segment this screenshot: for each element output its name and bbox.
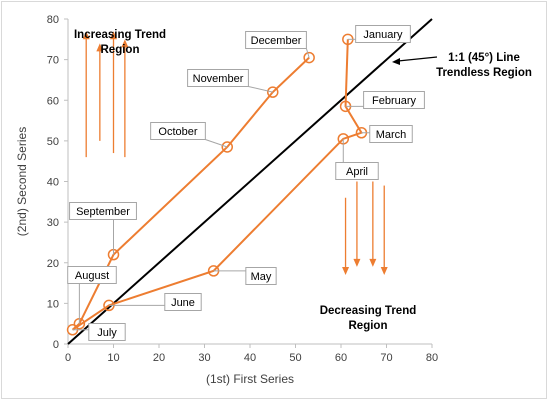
y-tick-label: 60 [47,95,59,107]
increasing-trend-line: Increasing Trend [74,29,166,41]
increasing-trend-line: Region [101,44,140,56]
point-label-april: April [346,166,368,178]
point-label-may: May [251,271,272,283]
x-tick-label: 50 [289,352,301,364]
trendless-line: 1:1 (45°) Line [448,52,520,64]
series-layer [66,33,368,336]
decreasing-trend-line: Region [349,320,388,332]
annotation-layer: Increasing Trend Region 1:1 (45°) Line Tren… [74,29,532,332]
callout-layer: January February March April May June July Augu… [67,25,425,341]
point-label-june: June [171,297,195,309]
y-tick-label: 10 [47,298,59,310]
point-label-february: February [372,95,417,107]
down-arrow-head [353,258,361,267]
y-tick-label: 80 [47,14,59,26]
y-tick-label: 20 [47,258,59,270]
point-label-march: March [376,129,407,141]
callout-box [150,122,206,140]
callout-box [69,202,137,220]
x-tick-label: 40 [244,352,256,364]
point-marker-december [303,51,315,64]
down-arrow-head [380,266,388,275]
point-label-december: December [251,35,302,47]
callout-box [245,31,307,49]
region-arrows [82,31,388,275]
trendless-pointer [397,56,438,62]
callout-connector [305,48,310,58]
down-arrow-head [342,266,350,275]
decreasing-trend-line: Decreasing Trend [320,305,417,317]
x-tick-label: 0 [65,352,71,364]
point-label-november: November [193,73,244,85]
callout-box [369,125,413,143]
y-tick-label: 40 [47,177,59,189]
up-arrow-head [82,31,90,40]
callout-box [187,69,249,87]
callout-box [67,266,117,284]
y-axis-title: (2nd) Second Series [15,127,29,236]
point-label-august: August [75,270,109,282]
up-arrow-head [96,43,104,52]
callout-box [335,162,379,180]
x-tick-label: 60 [335,352,347,364]
callout-box [363,91,425,109]
x-tick-label: 10 [107,352,119,364]
y-tick-label: 0 [53,339,59,351]
y-tick-label: 70 [47,55,59,67]
axes: 0 10 20 30 40 50 60 70 80 0 10 20 30 40 50 60 70 80 (1st) … [15,14,438,386]
decreasing-trend-label: Decreasing Trend Region [320,305,417,332]
up-arrow-head [110,31,117,40]
down-arrow-head [369,258,377,267]
increasing-trend-label: Increasing Trend Region [74,29,166,56]
point-label-january: January [363,29,403,41]
callout-box [164,293,202,311]
reference-line-layer [67,18,433,345]
x-axis-title: (1st) First Series [206,372,294,386]
callout-connector [248,86,273,93]
callout-box [355,25,411,43]
point-label-september: September [76,206,130,218]
x-tick-label: 30 [198,352,210,364]
trendless-line: Trendless Region [436,67,532,79]
y-tick-label: 50 [47,136,59,148]
point-marker-november [267,86,279,98]
callout-box [88,323,126,341]
point-marker-october [221,141,233,153]
point-label-october: October [158,126,197,138]
callout-connector [205,139,228,148]
trendless-pointer-head [392,58,400,65]
reference-line-45deg [67,18,433,345]
x-tick-label: 20 [153,352,165,364]
point-label-july: July [97,327,117,339]
trendless-label: 1:1 (45°) Line Trendless Region [436,52,532,79]
x-tick-label: 70 [380,352,392,364]
y-tick-label: 30 [47,217,59,229]
callout-box [245,267,277,285]
x-tick-label: 80 [426,352,438,364]
up-arrow-head [121,39,129,48]
